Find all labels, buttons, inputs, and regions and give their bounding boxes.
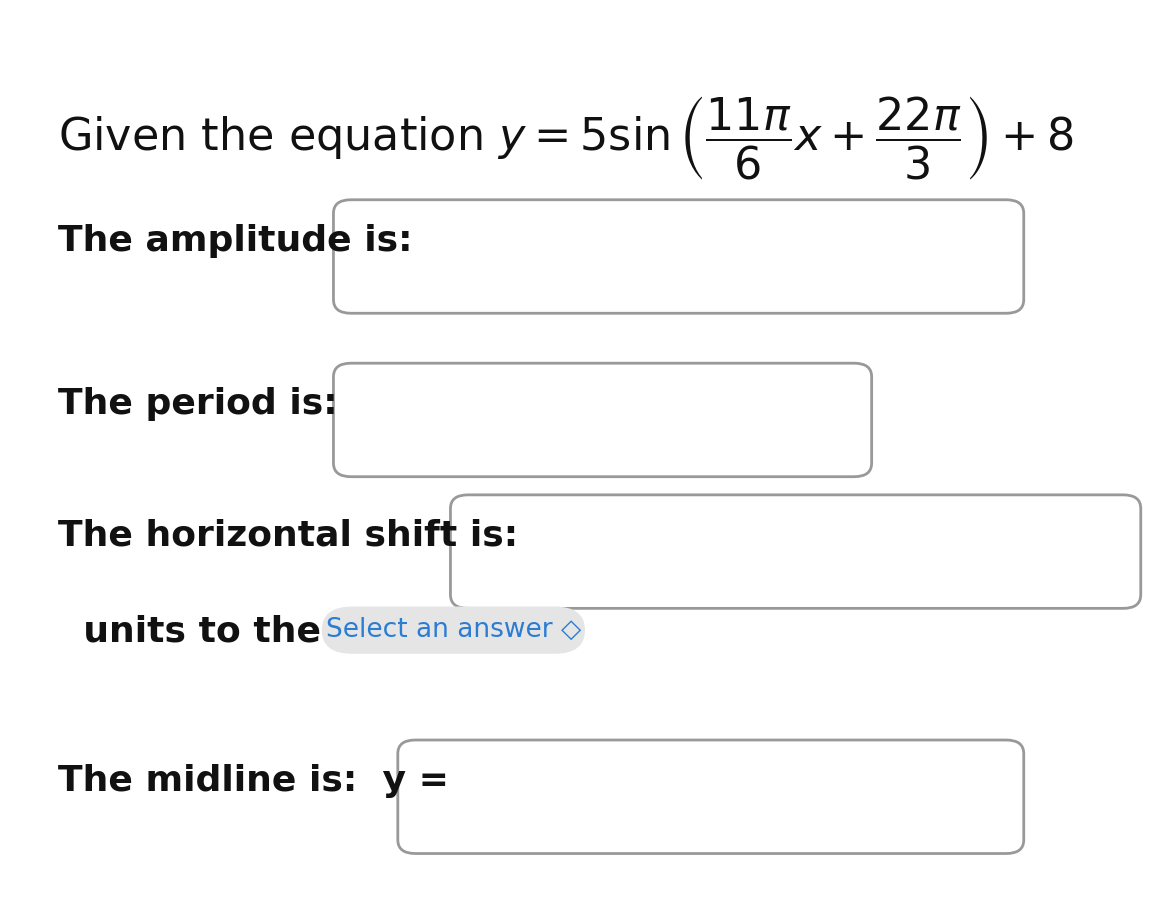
Text: units to the: units to the [58, 614, 322, 648]
FancyBboxPatch shape [450, 495, 1141, 608]
Text: Given the equation $y = 5\sin\left(\dfrac{11\pi}{6}x + \dfrac{22\pi}{3}\right) +: Given the equation $y = 5\sin\left(\dfra… [58, 95, 1074, 183]
Text: Select an answer ◇: Select an answer ◇ [325, 617, 581, 643]
Text: The horizontal shift is:: The horizontal shift is: [58, 518, 518, 553]
FancyBboxPatch shape [398, 740, 1024, 854]
FancyBboxPatch shape [322, 607, 585, 654]
Text: The period is:: The period is: [58, 387, 338, 421]
FancyBboxPatch shape [333, 200, 1024, 313]
FancyBboxPatch shape [333, 363, 872, 477]
Text: The amplitude is:: The amplitude is: [58, 223, 413, 258]
Text: The midline is:  y =: The midline is: y = [58, 764, 449, 798]
